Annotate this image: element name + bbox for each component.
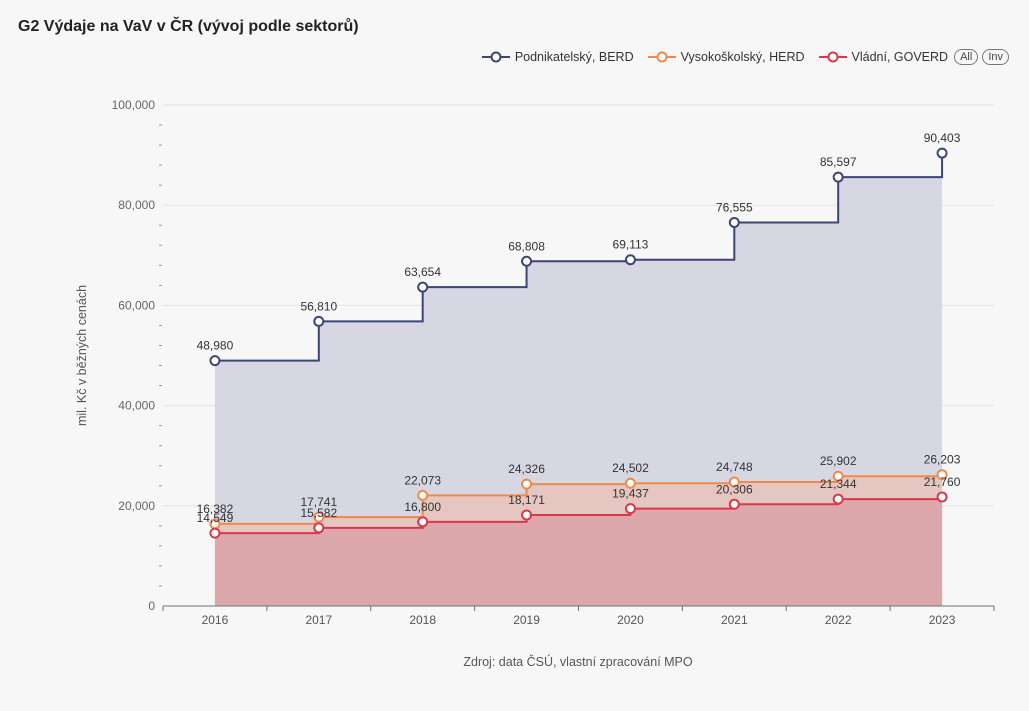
x-tick-label: 2017 — [305, 613, 332, 627]
x-tick-label: 2018 — [409, 613, 436, 627]
data-point — [936, 147, 948, 159]
data-point — [417, 516, 429, 528]
x-tick-label: 2016 — [202, 613, 229, 627]
data-label: 24,748 — [716, 460, 753, 474]
area-series-2 — [214, 496, 943, 606]
data-label: 21,344 — [820, 477, 857, 491]
data-label: 76,555 — [716, 200, 753, 214]
legend-label-herd: Vysokoškolský, HERD — [680, 50, 805, 64]
y-tick-label: 20,000 — [118, 499, 155, 513]
data-label: 25,902 — [820, 454, 857, 468]
source-note: Zdroj: data ČSÚ, vlastní zpracování MPO — [463, 655, 693, 669]
data-label: 90,403 — [924, 131, 961, 145]
data-label: 85,597 — [820, 155, 857, 169]
x-tick-label: 2020 — [617, 613, 644, 627]
data-label: 26,203 — [924, 453, 961, 467]
data-point — [728, 498, 740, 510]
data-point — [624, 503, 636, 515]
data-point — [936, 469, 948, 481]
data-label: 18,171 — [508, 493, 545, 507]
data-point — [832, 171, 844, 183]
data-point — [209, 355, 221, 367]
data-label: 22,073 — [404, 473, 441, 487]
data-point — [624, 254, 636, 266]
data-label: 56,810 — [300, 299, 337, 313]
x-tick-label: 2019 — [513, 613, 540, 627]
y-tick-label: 40,000 — [118, 399, 155, 413]
data-point — [832, 493, 844, 505]
data-label: 20,306 — [716, 482, 753, 496]
legend-line-circle-icon — [647, 51, 676, 63]
x-tick-label: 2022 — [825, 613, 852, 627]
data-point — [832, 470, 844, 482]
data-label: 48,980 — [197, 339, 234, 353]
legend-label-berd: Podnikatelský, BERD — [514, 50, 634, 64]
data-point — [209, 527, 221, 539]
data-label: 19,437 — [612, 487, 649, 501]
data-label: 15,582 — [300, 506, 337, 520]
data-point — [313, 522, 325, 534]
y-axis-label: mil. Kč v běžných cenách — [75, 285, 89, 426]
y-tick-label: 100,000 — [112, 98, 156, 112]
data-point — [417, 489, 429, 501]
data-point — [521, 255, 533, 267]
y-tick-label: 0 — [148, 599, 155, 613]
y-tick-label: 80,000 — [118, 198, 155, 212]
legend-line-circle-icon — [818, 51, 847, 63]
x-tick-label: 2021 — [721, 613, 748, 627]
legend-label-goverd: Vládní, GOVERD — [851, 50, 949, 64]
legend-line-circle-icon — [481, 51, 510, 63]
data-point — [521, 478, 533, 490]
data-label: 17,741 — [300, 495, 337, 509]
data-point — [728, 476, 740, 488]
legend-item-goverd[interactable]: Vládní, GOVERD — [818, 50, 949, 64]
data-point — [313, 315, 325, 327]
data-label: 24,502 — [612, 461, 649, 475]
y-tick-label: 60,000 — [118, 298, 155, 312]
data-label: 69,113 — [613, 238, 649, 252]
data-point — [936, 491, 948, 503]
legend-select-all-button[interactable]: All — [954, 49, 979, 65]
data-label: 63,654 — [404, 265, 441, 279]
data-point — [313, 511, 325, 523]
data-label: 16,800 — [404, 500, 441, 514]
legend-invert-button[interactable]: Inv — [982, 49, 1009, 65]
x-tick-label: 2023 — [929, 613, 956, 627]
data-point — [417, 281, 429, 293]
legend-item-berd[interactable]: Podnikatelský, BERD — [481, 50, 634, 64]
chart-title: G2 Výdaje na VaV v ČR (vývoj podle sekto… — [18, 18, 359, 35]
data-point — [728, 216, 740, 228]
legend-item-herd[interactable]: Vysokoškolský, HERD — [647, 50, 805, 64]
data-point — [624, 477, 636, 489]
legend: Podnikatelský, BERD Vysokoškolský, HERD … — [481, 49, 1009, 65]
data-label: 14,549 — [197, 511, 234, 525]
data-label: 21,760 — [924, 475, 961, 489]
data-label: 16,382 — [197, 502, 234, 516]
data-point — [521, 509, 533, 521]
data-label: 68,808 — [508, 239, 545, 253]
data-label: 24,326 — [508, 462, 545, 476]
